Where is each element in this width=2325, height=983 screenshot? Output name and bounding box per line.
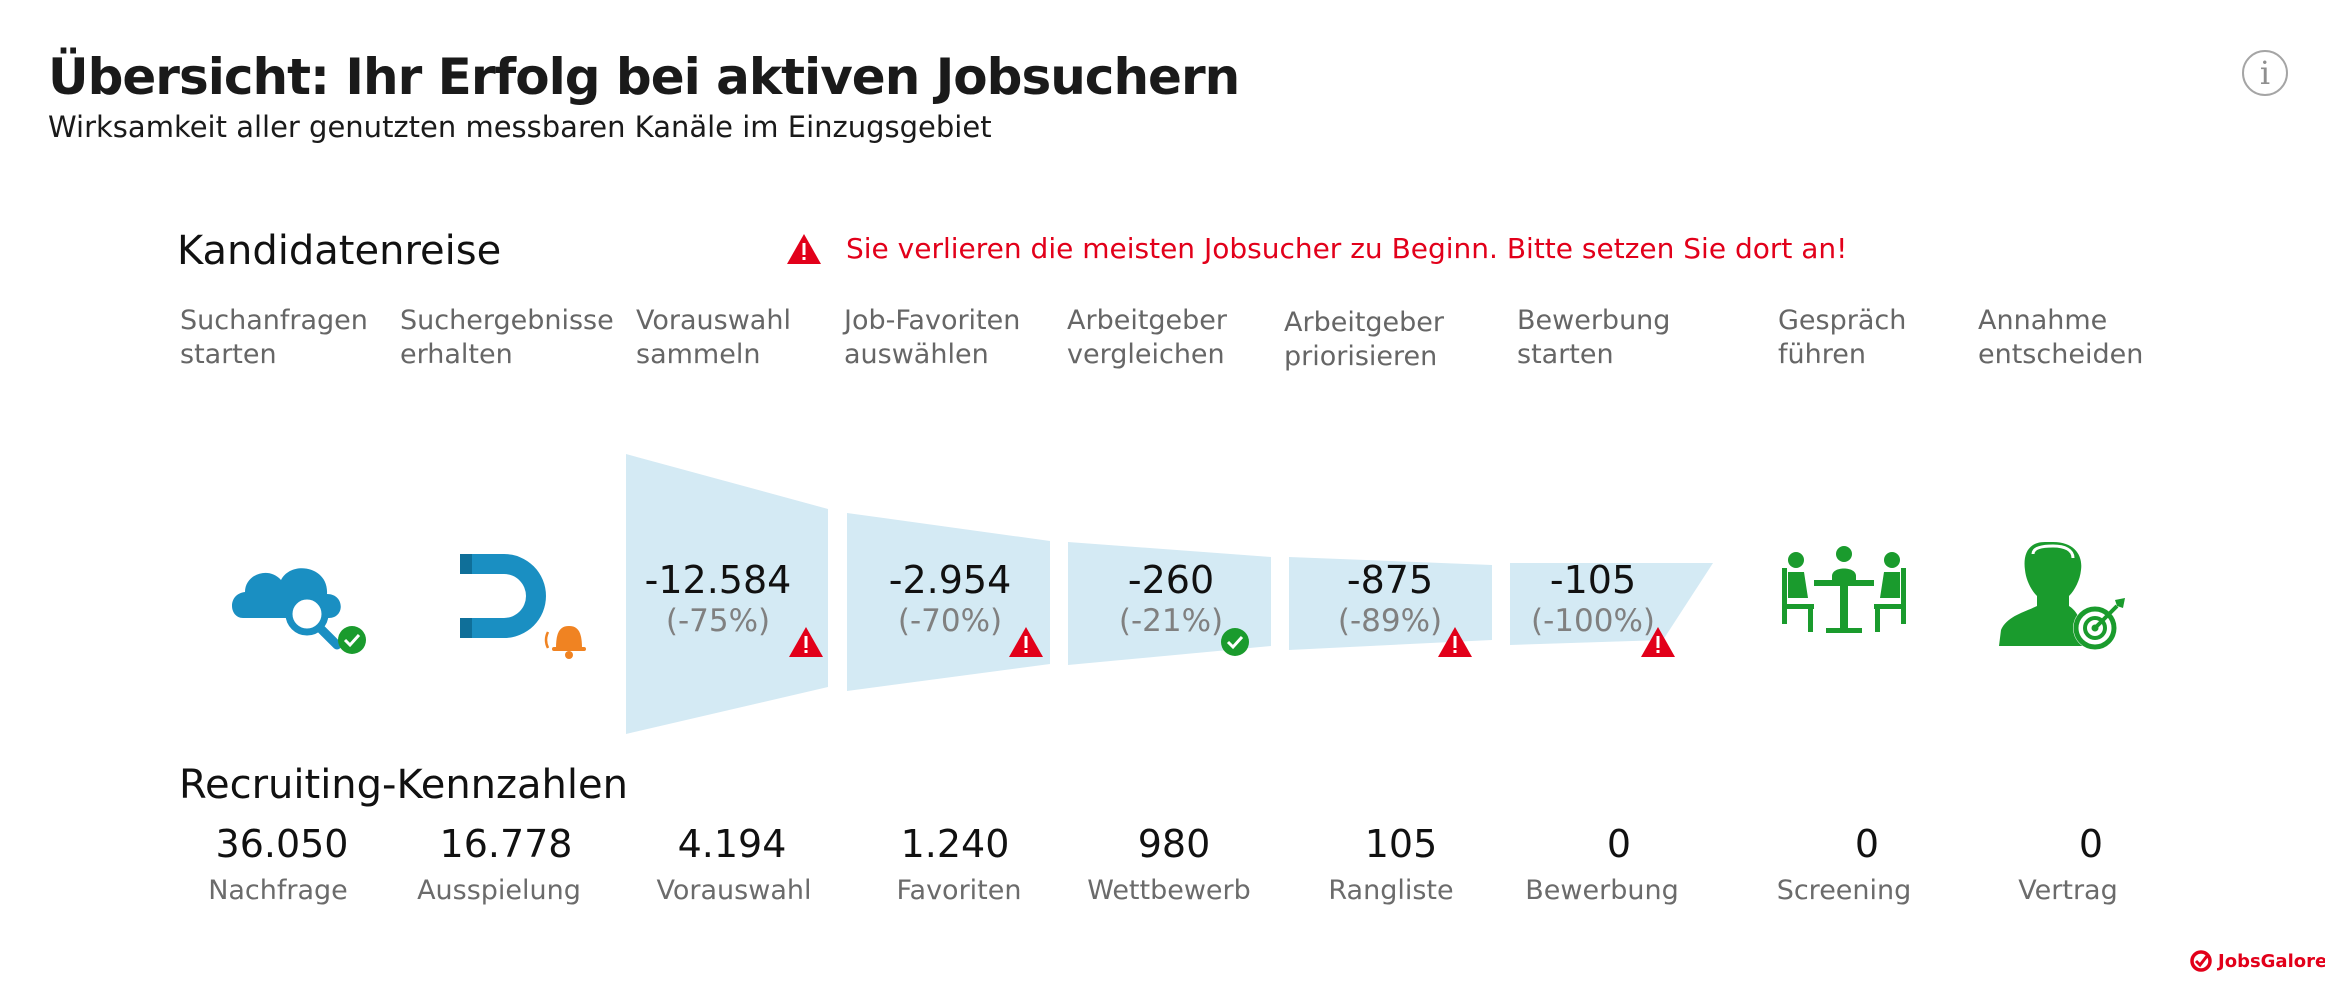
kpi-label: Vorauswahl bbox=[656, 875, 812, 906]
kpi-value: 105 bbox=[1364, 822, 1438, 866]
info-icon[interactable]: i bbox=[2242, 50, 2288, 96]
step-label: Arbeitgeber priorisieren bbox=[1284, 307, 1445, 372]
warning-icon bbox=[787, 233, 821, 264]
journey-heading: Kandidatenreise bbox=[177, 228, 502, 274]
kpi-value: 4.194 bbox=[677, 822, 787, 866]
drop-percent: (-100%) bbox=[1531, 603, 1655, 639]
page-title: Übersicht: Ihr Erfolg bei aktiven Jobsuc… bbox=[48, 48, 1240, 106]
funnel-segment bbox=[626, 454, 828, 734]
brand-logo: JobsGalore. bbox=[2190, 950, 2325, 972]
drop-value: -12.584 bbox=[644, 558, 792, 602]
funnel-segment bbox=[847, 513, 1050, 691]
drop-percent: (-21%) bbox=[1118, 603, 1224, 639]
drop-value: -260 bbox=[1127, 558, 1215, 602]
drop-item: -875 (-89%) bbox=[1290, 558, 1490, 640]
kpi-label: Bewerbung bbox=[1525, 875, 1679, 906]
kpi-label: Nachfrage bbox=[208, 875, 348, 906]
kpi-value: 36.050 bbox=[215, 822, 349, 866]
magnet-icon bbox=[460, 554, 586, 659]
kpi-value: 16.778 bbox=[439, 822, 573, 866]
step-label: Suchanfragen starten bbox=[180, 305, 368, 370]
step-label: Suchergebnisse erhalten bbox=[400, 305, 614, 370]
kpi-heading: Recruiting-Kennzahlen bbox=[179, 762, 628, 808]
funnel-segment bbox=[1289, 557, 1492, 650]
person-target-icon bbox=[1999, 542, 2125, 650]
cloud-search-icon bbox=[232, 568, 366, 654]
step-label: Gespräch führen bbox=[1778, 305, 1907, 370]
kpi-value: 0 bbox=[1854, 822, 1880, 866]
kpi-label: Wettbewerb bbox=[1087, 875, 1251, 906]
brand-name: JobsGalore. bbox=[2218, 950, 2325, 972]
bell-icon bbox=[544, 626, 586, 659]
drop-item: -105 (-100%) bbox=[1493, 558, 1693, 640]
kpi-value: 0 bbox=[2078, 822, 2104, 866]
step-label: Arbeitgeber vergleichen bbox=[1067, 305, 1228, 370]
drop-percent: (-75%) bbox=[665, 603, 771, 639]
drop-value: -875 bbox=[1346, 558, 1434, 602]
kpi-label: Favoriten bbox=[896, 875, 1022, 906]
kpi-value: 0 bbox=[1606, 822, 1632, 866]
warning-icon bbox=[1438, 627, 1472, 657]
kpi-value: 1.240 bbox=[900, 822, 1010, 866]
funnel-segment bbox=[1068, 542, 1271, 665]
step-label: Annahme entscheiden bbox=[1978, 305, 2144, 370]
warning-text: Sie verlieren die meisten Jobsucher zu B… bbox=[846, 232, 1848, 265]
page-subtitle: Wirksamkeit aller genutzten messbaren Ka… bbox=[48, 110, 992, 144]
drop-item: -2.954 (-70%) bbox=[850, 558, 1050, 640]
meeting-icon bbox=[1782, 546, 1906, 633]
warning-icon bbox=[1641, 627, 1675, 657]
warning-icon bbox=[1009, 627, 1043, 657]
warning-icon bbox=[789, 627, 823, 657]
warning-banner: Sie verlieren die meisten Jobsucher zu B… bbox=[786, 232, 1847, 265]
kpi-label: Rangliste bbox=[1328, 875, 1454, 906]
check-badge-icon bbox=[1221, 628, 1249, 656]
step-label: Job-Favoriten auswählen bbox=[844, 305, 1021, 370]
kpi-value: 980 bbox=[1137, 822, 1211, 866]
step-label: Bewerbung starten bbox=[1517, 305, 1671, 370]
funnel-segment bbox=[1510, 563, 1713, 645]
drop-value: -105 bbox=[1549, 558, 1637, 602]
kpi-label: Vertrag bbox=[2018, 875, 2118, 906]
brand-mark-icon bbox=[2190, 950, 2212, 972]
kpi-label: Screening bbox=[1776, 875, 1912, 906]
drop-item: -12.584 (-75%) bbox=[618, 558, 818, 640]
drop-percent: (-70%) bbox=[897, 603, 1003, 639]
step-label: Vorauswahl sammeln bbox=[636, 305, 791, 370]
drop-value: -2.954 bbox=[888, 558, 1012, 602]
kpi-label: Ausspielung bbox=[417, 875, 581, 906]
drop-percent: (-89%) bbox=[1337, 603, 1443, 639]
drop-item: -260 (-21%) bbox=[1071, 558, 1271, 640]
